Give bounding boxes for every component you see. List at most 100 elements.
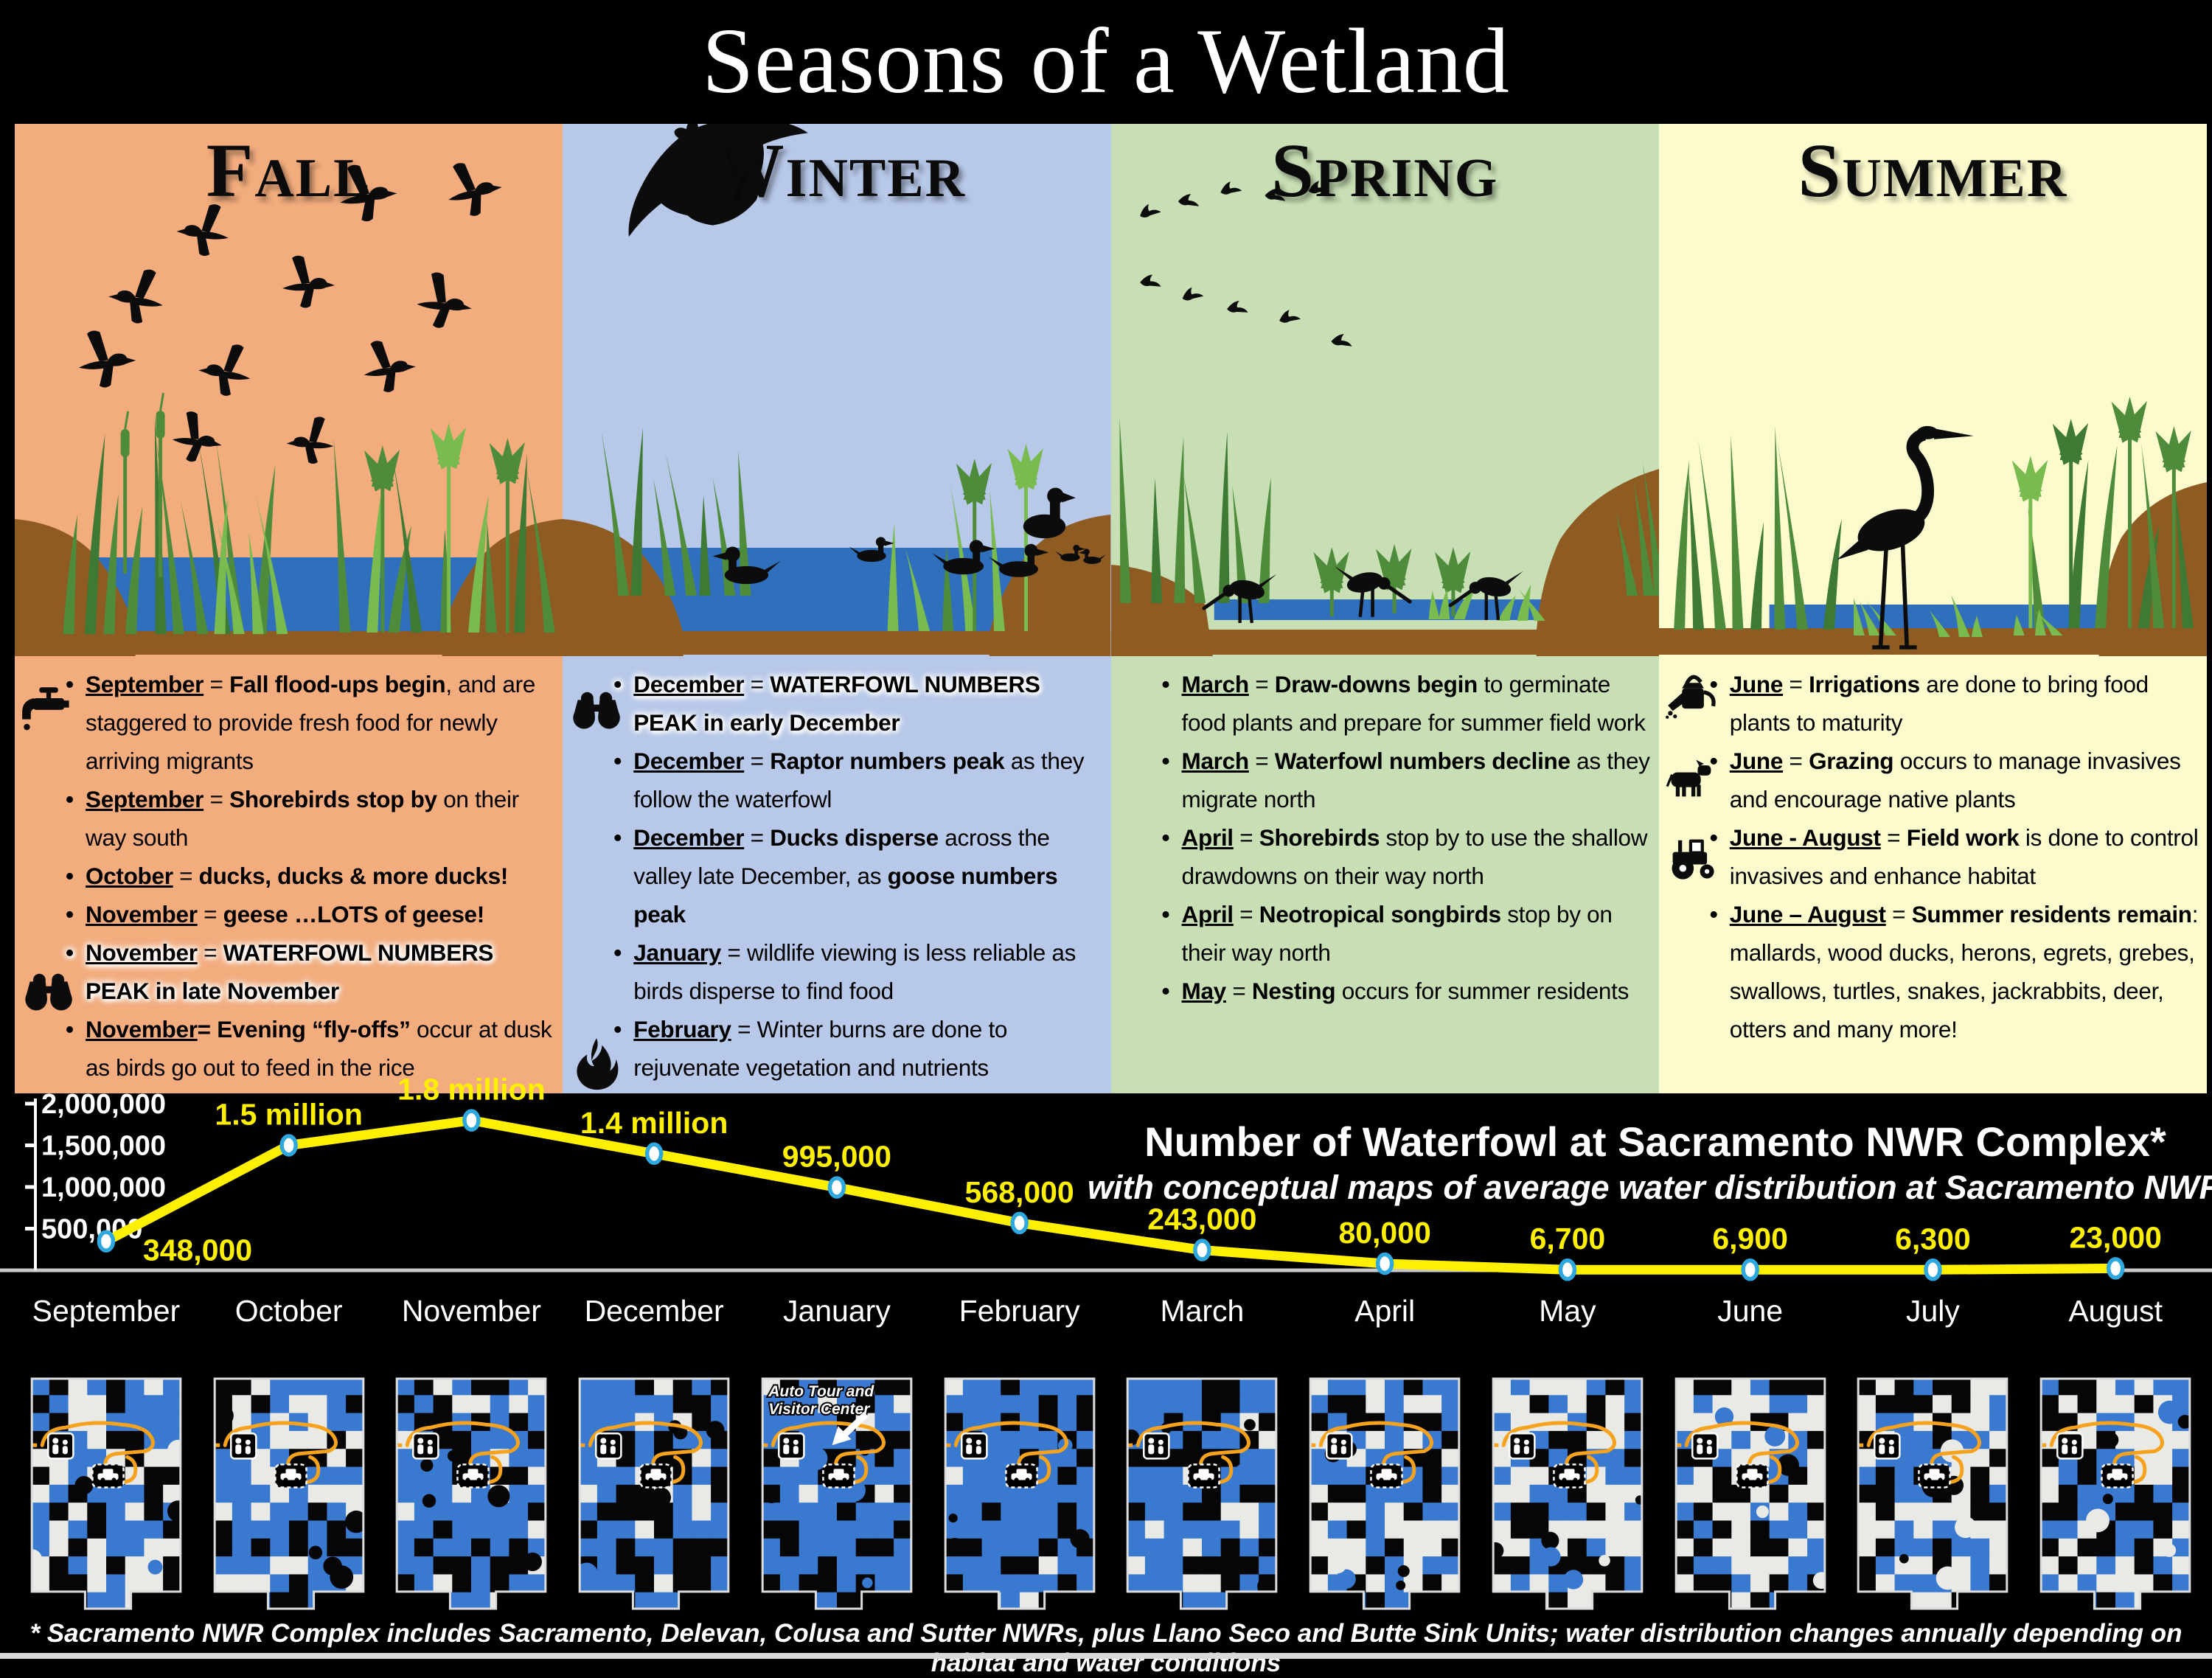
season-title-summer: Summer — [1798, 128, 2068, 213]
binoculars-icon — [25, 973, 72, 1011]
data-point-label: 6,300 — [1895, 1222, 1971, 1256]
month-label: February — [959, 1294, 1081, 1328]
fire-icon — [577, 1038, 619, 1090]
faucet-icon — [22, 687, 69, 731]
visitor-center-icon — [1143, 1432, 1170, 1460]
map-cell-march — [1111, 1377, 1294, 1612]
map-thumbnail-april — [1309, 1377, 1461, 1610]
map-cell-april — [1293, 1377, 1476, 1612]
map-cell-september — [15, 1377, 198, 1612]
season-title-spring: Spring — [1270, 128, 1499, 213]
visitor-center-icon — [595, 1432, 622, 1460]
summer-bullet-list: June = Irrigations are done to bring foo… — [1659, 665, 2204, 1048]
auto-tour-car-icon — [1553, 1463, 1586, 1489]
map-cell-june — [1659, 1377, 1842, 1612]
month-label: April — [1354, 1294, 1415, 1328]
bullet-item: December = WATERFOWL NUMBERS PEAK in ear… — [573, 665, 1103, 742]
month-label: December — [585, 1294, 724, 1328]
bullet-item: September = Fall flood-ups begin, and ar… — [22, 665, 555, 780]
winter-bullet-list: December = WATERFOWL NUMBERS PEAK in ear… — [563, 665, 1107, 1090]
data-point — [1924, 1258, 1942, 1281]
auto-tour-car-icon — [1004, 1463, 1038, 1489]
map-thumbnail-december — [578, 1377, 730, 1610]
bullet-item: December = Raptor numbers peak as they f… — [613, 742, 1103, 818]
spring-bullet-list: March = Draw-downs begin to germinate fo… — [1111, 665, 1656, 1010]
tractor-icon — [1672, 839, 1714, 880]
winter-scene-illustration — [563, 124, 1111, 656]
month-label: January — [783, 1294, 891, 1328]
map-cell-november — [380, 1377, 563, 1612]
season-panel-fall: Fall September = Fall flood-ups begin, a… — [15, 124, 563, 1093]
month-label: October — [235, 1294, 343, 1328]
visitor-center-icon — [960, 1432, 988, 1460]
month-label: August — [2068, 1294, 2163, 1328]
footnote: * Sacramento NWR Complex includes Sacram… — [29, 1619, 2183, 1677]
binoculars-icon — [573, 692, 621, 729]
spring-notes: March = Draw-downs begin to germinate fo… — [1111, 656, 1659, 1093]
bullet-item: March = Waterfowl numbers decline as the… — [1161, 742, 1652, 818]
bullet-item: June – August = Summer residents remain:… — [1710, 895, 2199, 1048]
auto-tour-label: Auto Tour and — [768, 1383, 874, 1400]
month-label: September — [32, 1294, 181, 1328]
visitor-center-icon — [229, 1432, 257, 1460]
bullet-item: November = geese …LOTS of geese! — [66, 895, 555, 933]
map-cell-december — [563, 1377, 745, 1612]
map-thumbnail-march — [1127, 1377, 1278, 1610]
data-point — [462, 1109, 481, 1132]
poster-title: Seasons of a Wetland — [702, 10, 1510, 113]
auto-tour-car-icon — [274, 1463, 307, 1489]
data-point-label: 6,700 — [1530, 1222, 1606, 1256]
season-panel-winter: Winter December = WATERFOWL NUMBERS PEAK… — [563, 124, 1111, 1093]
chart-title: Number of Waterfowl at Sacramento NWR Co… — [1144, 1118, 2166, 1165]
data-point-label: 1.5 million — [215, 1098, 363, 1132]
bullet-item: December = Ducks disperse across the val… — [613, 818, 1103, 933]
y-tick-label: 1,000,000 — [41, 1172, 166, 1203]
auto-tour-car-icon — [639, 1463, 672, 1489]
month-label: May — [1539, 1294, 1596, 1328]
map-cell-january: Auto Tour and Visitor Center — [745, 1377, 928, 1612]
bullet-item: June = Irrigations are done to bring foo… — [1665, 665, 2199, 742]
map-thumbnail-september — [30, 1377, 182, 1610]
auto-tour-car-icon — [2101, 1463, 2134, 1489]
season-panels: Fall September = Fall flood-ups begin, a… — [15, 124, 2207, 1093]
bullet-item: March = Draw-downs begin to germinate fo… — [1161, 665, 1652, 742]
fall-notes: September = Fall flood-ups begin, and ar… — [15, 656, 563, 1093]
data-point-label: 995,000 — [782, 1140, 891, 1174]
data-point — [827, 1176, 846, 1199]
map-thumbnail-july — [1857, 1377, 2008, 1610]
bullet-item: May = Nesting occurs for summer resident… — [1161, 972, 1652, 1010]
auto-tour-car-icon — [91, 1463, 125, 1489]
season-panel-summer: Summer June = Irrigations are done to br… — [1658, 124, 2207, 1093]
map-cell-october — [198, 1377, 380, 1612]
y-tick-label: 500,000 — [41, 1214, 142, 1245]
data-point-label: 23,000 — [2069, 1220, 2161, 1254]
map-thumbnail-february — [944, 1377, 1095, 1610]
y-tick-label: 2,000,000 — [41, 1089, 166, 1120]
bullet-item: September = Shorebirds stop by on their … — [66, 780, 555, 857]
season-title-fall: Fall — [206, 128, 372, 213]
data-point — [97, 1230, 116, 1253]
map-cell-may — [1476, 1377, 1659, 1612]
data-point — [644, 1142, 664, 1166]
map-thumbnail-may — [1492, 1377, 1644, 1610]
chart-subtitle: with conceptual maps of average water di… — [1088, 1169, 2212, 1206]
data-point — [1193, 1239, 1211, 1261]
bottom-border — [0, 1653, 2212, 1659]
month-label: November — [402, 1294, 541, 1328]
visitor-center-icon — [412, 1432, 439, 1460]
map-cell-february — [928, 1377, 1111, 1612]
bullet-item: April = Neotropical songbirds stop by on… — [1161, 895, 1652, 972]
arrow-icon — [832, 1411, 869, 1446]
bullet-item: January = wildlife viewing is less relia… — [613, 933, 1103, 1010]
month-label: March — [1160, 1294, 1244, 1328]
auto-tour-car-icon — [822, 1463, 855, 1489]
summer-scene-illustration — [1658, 397, 2207, 656]
fall-bullet-list: September = Fall flood-ups begin, and ar… — [15, 665, 560, 1087]
data-point — [1741, 1258, 1759, 1281]
visitor-center-icon — [777, 1432, 805, 1460]
y-tick-label: 1,500,000 — [41, 1131, 166, 1162]
summer-notes: June = Irrigations are done to bring foo… — [1659, 656, 2207, 1093]
bullet-item: November = WATERFOWL NUMBERS PEAK in lat… — [25, 933, 555, 1011]
data-point-label: 6,900 — [1712, 1222, 1788, 1256]
